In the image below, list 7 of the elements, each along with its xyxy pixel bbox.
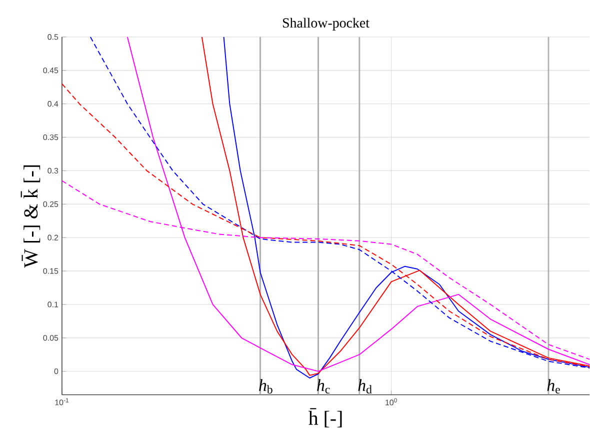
ref-line-label: h$_{b}$ [259, 379, 272, 394]
y-axis-title: W̄ [-] & k̄ [-] [20, 166, 40, 268]
chart-title: Shallow-pocket [282, 18, 370, 31]
ref-line-label: h$_{c}$ [317, 379, 330, 394]
ref-line-label: h$_{d}$ [358, 379, 372, 394]
ref-line-label: h$_{e}$ [547, 379, 560, 394]
x-axis-title: h̄ [-] [308, 408, 342, 428]
